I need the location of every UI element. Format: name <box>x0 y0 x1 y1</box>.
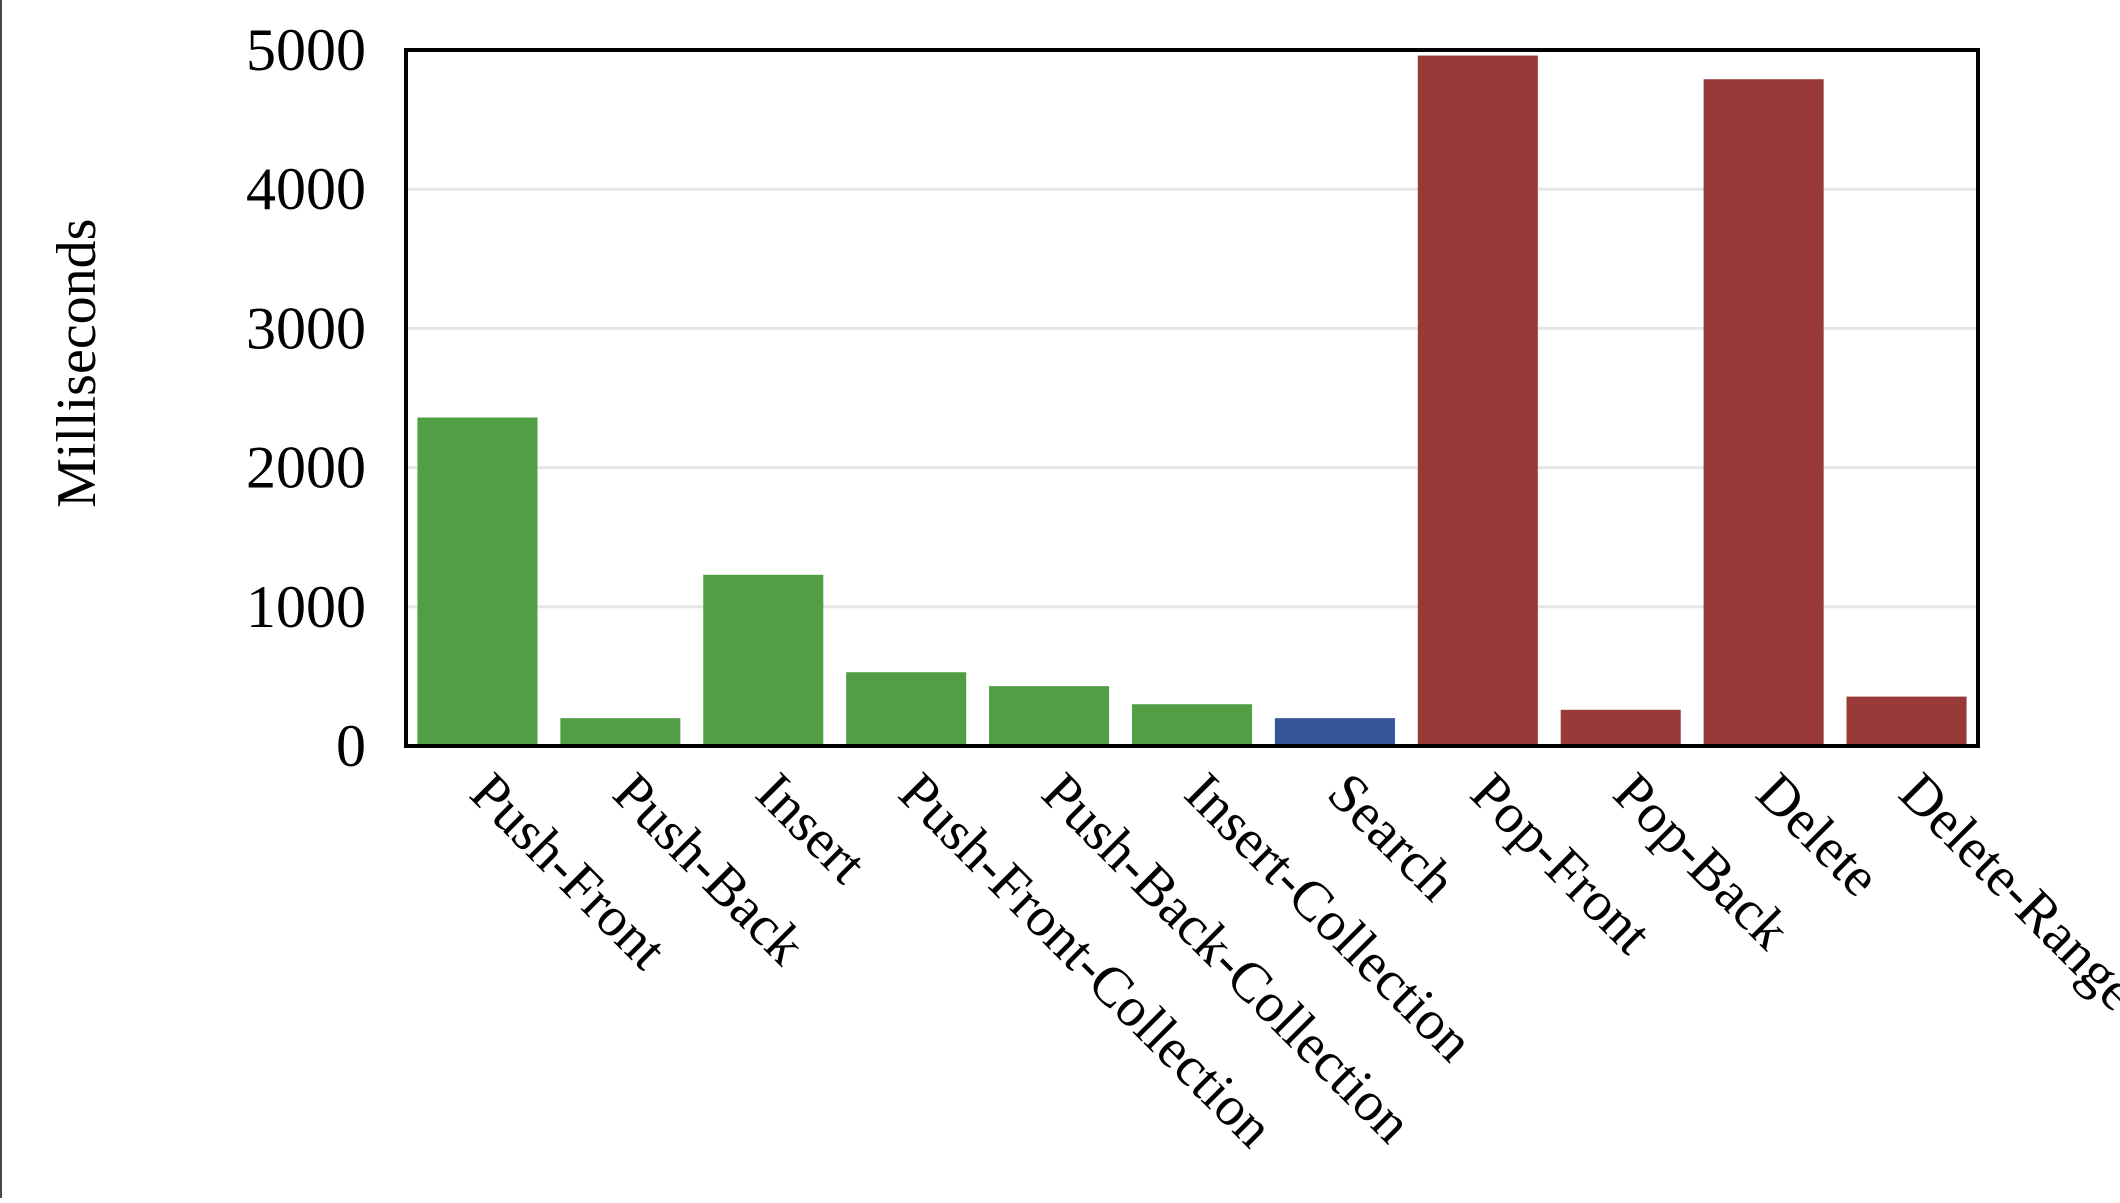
y-tick-label: 1000 <box>246 574 366 640</box>
x-tick-label: Delete-Range <box>1887 761 2120 1023</box>
x-tick-label: Insert <box>744 761 878 895</box>
bar-search <box>1274 718 1395 746</box>
bar-pop-back <box>1560 709 1681 746</box>
bar-push-back-collection <box>989 686 1110 746</box>
bar-push-front <box>417 417 538 746</box>
bar-insert <box>703 574 824 746</box>
y-tick-label: 4000 <box>246 156 366 222</box>
bar-insert-collection <box>1131 704 1253 746</box>
bar-push-back <box>560 718 681 746</box>
bar-delete-range <box>1846 696 1967 746</box>
y-axis-label: Milliseconds <box>46 219 108 508</box>
y-tick-label: 5000 <box>246 17 366 83</box>
bar-delete <box>1703 79 1824 747</box>
bar-pop-front <box>1417 55 1538 747</box>
y-tick-label: 3000 <box>246 295 366 361</box>
y-tick-label: 0 <box>336 713 366 779</box>
plot-frame <box>404 48 1980 748</box>
bars <box>417 55 1967 747</box>
left-border <box>0 0 2 1198</box>
bar-push-front-collection <box>846 672 967 746</box>
y-tick-label: 2000 <box>246 435 366 501</box>
y-tick-labels: 0 1000 2000 3000 4000 5000 <box>246 17 366 779</box>
